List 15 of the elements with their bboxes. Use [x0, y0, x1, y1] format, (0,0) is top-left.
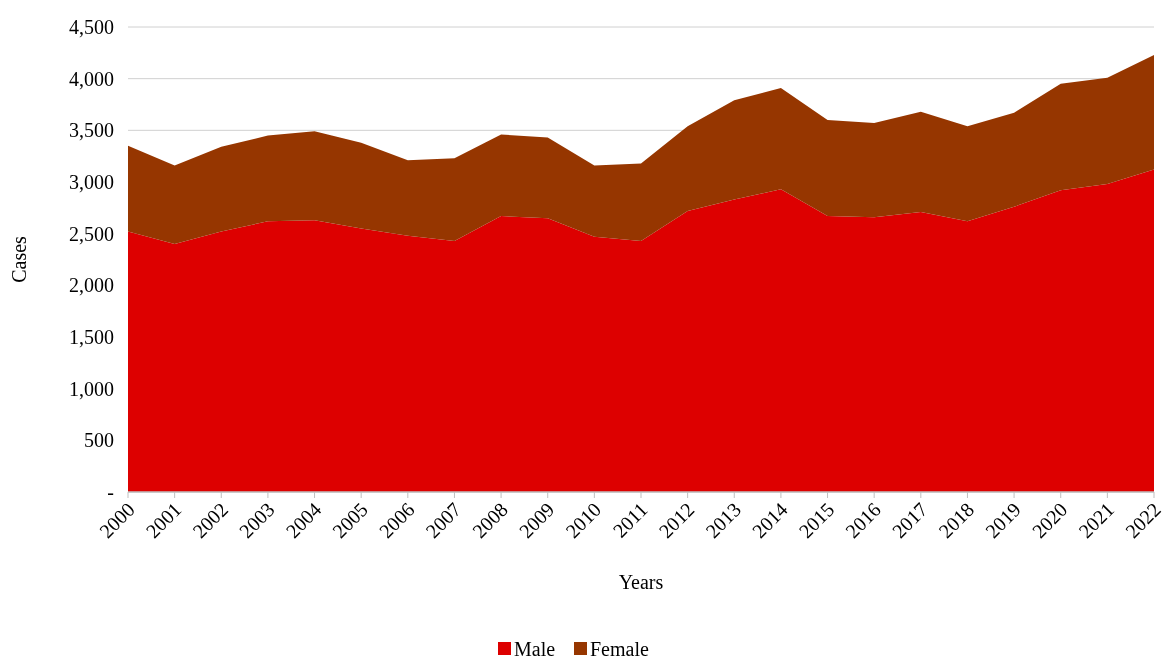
- x-axis-title: Years: [618, 571, 664, 593]
- y-tick-label: 3,000: [69, 171, 114, 193]
- y-tick-label: 500: [84, 429, 114, 452]
- y-tick-label: 3,500: [69, 119, 114, 142]
- legend-label: Female: [590, 638, 649, 660]
- y-axis-title: Cases: [8, 235, 30, 283]
- y-tick-label: 4,000: [69, 67, 114, 90]
- y-tick-label: -: [107, 481, 114, 503]
- y-tick-label: 1,500: [69, 326, 114, 348]
- y-tick-label: 4,500: [69, 16, 114, 38]
- x-tick-label: 2011: [608, 498, 652, 542]
- y-tick-label: 1,000: [69, 377, 114, 400]
- y-tick-label: 2,500: [69, 222, 114, 245]
- y-tick-label: 2,000: [69, 274, 114, 297]
- legend-label: Male: [514, 638, 556, 660]
